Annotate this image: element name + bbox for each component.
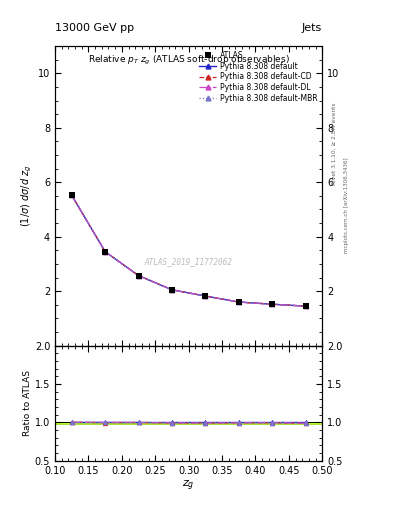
- Text: 13000 GeV pp: 13000 GeV pp: [55, 23, 134, 33]
- Legend: ATLAS, Pythia 8.308 default, Pythia 8.308 default-CD, Pythia 8.308 default-DL, P: ATLAS, Pythia 8.308 default, Pythia 8.30…: [198, 49, 319, 105]
- Text: ATLAS_2019_I1772062: ATLAS_2019_I1772062: [145, 257, 233, 266]
- Text: mcplots.cern.ch [arXiv:1306.3436]: mcplots.cern.ch [arXiv:1306.3436]: [344, 157, 349, 252]
- Y-axis label: $(1/\sigma)$ $d\sigma/d$ $z_g$: $(1/\sigma)$ $d\sigma/d$ $z_g$: [19, 164, 34, 227]
- Y-axis label: Ratio to ATLAS: Ratio to ATLAS: [23, 370, 32, 436]
- X-axis label: $z_g$: $z_g$: [182, 478, 195, 493]
- Text: Rivet 3.1.10, ≥ 2.8M events: Rivet 3.1.10, ≥ 2.8M events: [332, 102, 337, 185]
- Text: Jets: Jets: [302, 23, 322, 33]
- Text: Relative $p_T$ $z_g$ (ATLAS soft-drop observables): Relative $p_T$ $z_g$ (ATLAS soft-drop ob…: [88, 54, 290, 67]
